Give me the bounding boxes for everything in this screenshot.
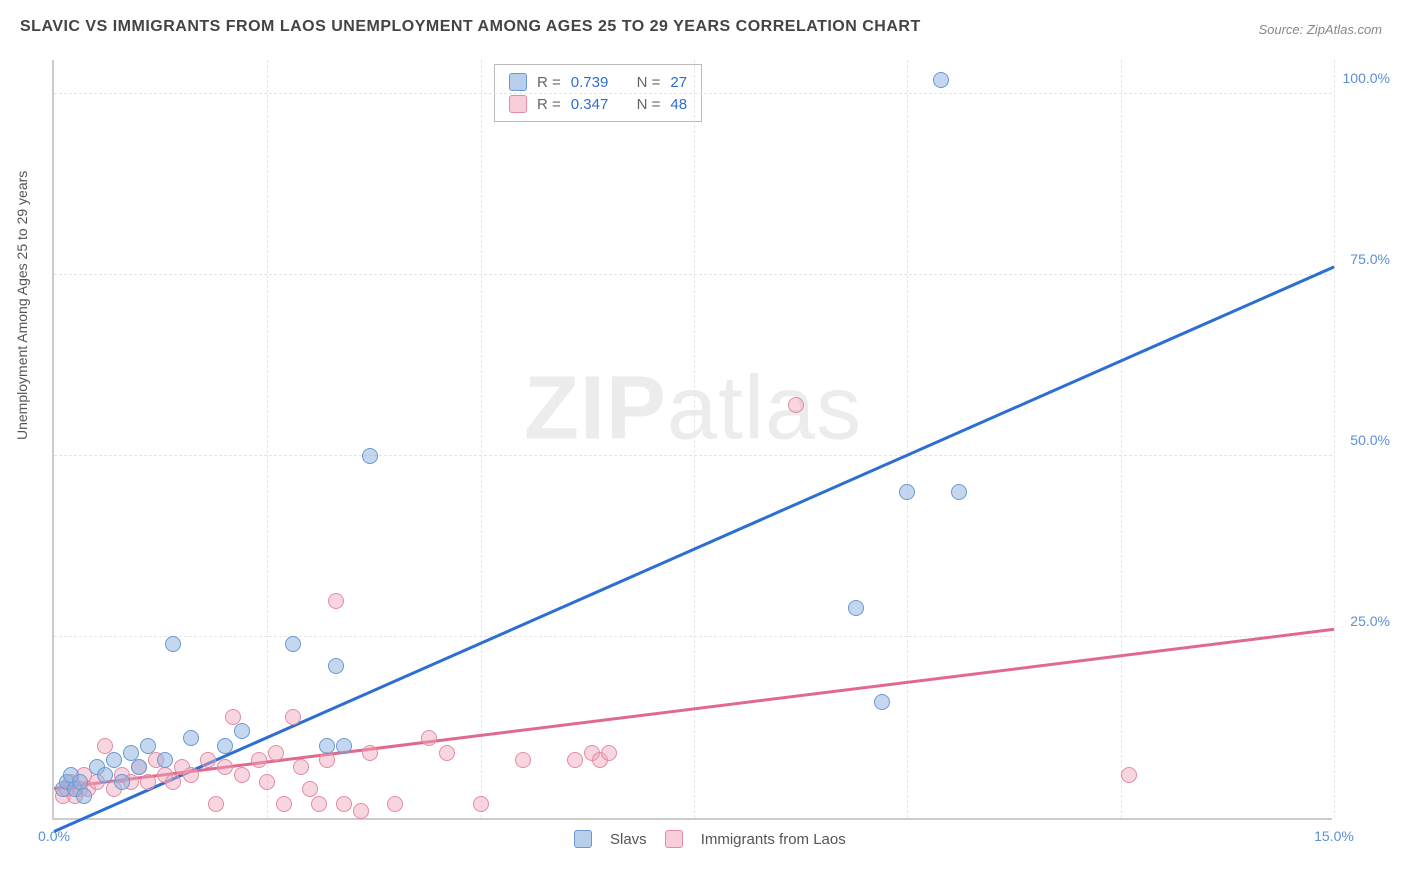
data-point-slavs: [157, 752, 173, 768]
gridline-horizontal: [54, 274, 1332, 275]
data-point-slavs: [131, 759, 147, 775]
data-point-laos: [421, 730, 437, 746]
y-axis-label: Unemployment Among Ages 25 to 29 years: [14, 171, 30, 440]
gridline-horizontal: [54, 455, 1332, 456]
legend-label-slavs: Slavs: [610, 831, 647, 848]
legend-label-laos: Immigrants from Laos: [701, 831, 846, 848]
data-point-laos: [473, 796, 489, 812]
data-point-slavs: [217, 738, 233, 754]
data-point-slavs: [951, 484, 967, 500]
watermark: ZIPatlas: [524, 357, 862, 460]
y-tick-label: 50.0%: [1350, 432, 1390, 448]
data-point-laos: [1121, 767, 1137, 783]
data-point-slavs: [234, 723, 250, 739]
data-point-slavs: [328, 658, 344, 674]
swatch-pink-icon: [509, 95, 527, 113]
gridline-vertical: [1121, 60, 1122, 818]
chart-title: SLAVIC VS IMMIGRANTS FROM LAOS UNEMPLOYM…: [20, 18, 921, 36]
data-point-laos: [328, 593, 344, 609]
data-point-laos: [353, 803, 369, 819]
stats-row-laos: R = 0.347 N = 48: [509, 93, 687, 115]
data-point-laos: [515, 752, 531, 768]
gridline-vertical: [481, 60, 482, 818]
data-point-laos: [319, 752, 335, 768]
data-point-laos: [567, 752, 583, 768]
n-value-slavs: 27: [670, 74, 687, 91]
r-label: R =: [537, 74, 561, 91]
data-point-laos: [788, 397, 804, 413]
data-point-slavs: [848, 600, 864, 616]
n-value-laos: 48: [670, 96, 687, 113]
data-point-slavs: [183, 730, 199, 746]
data-point-slavs: [336, 738, 352, 754]
data-point-laos: [234, 767, 250, 783]
data-point-slavs: [362, 448, 378, 464]
stats-row-slavs: R = 0.739 N = 27: [509, 71, 687, 93]
data-point-laos: [601, 745, 617, 761]
source-attribution: Source: ZipAtlas.com: [1258, 22, 1382, 37]
y-tick-label: 75.0%: [1350, 251, 1390, 267]
swatch-blue-icon: [509, 73, 527, 91]
r-value-laos: 0.347: [571, 96, 609, 113]
gridline-vertical: [1334, 60, 1335, 818]
data-point-laos: [251, 752, 267, 768]
data-point-slavs: [874, 694, 890, 710]
gridline-vertical: [267, 60, 268, 818]
data-point-laos: [183, 767, 199, 783]
gridline-vertical: [907, 60, 908, 818]
data-point-laos: [293, 759, 309, 775]
data-point-slavs: [72, 774, 88, 790]
data-point-laos: [439, 745, 455, 761]
n-label: N =: [637, 96, 661, 113]
data-point-laos: [387, 796, 403, 812]
data-point-laos: [140, 774, 156, 790]
legend-swatch-pink-icon: [665, 830, 683, 848]
data-point-laos: [200, 752, 216, 768]
data-point-slavs: [114, 774, 130, 790]
data-point-slavs: [97, 767, 113, 783]
data-point-laos: [225, 709, 241, 725]
data-point-laos: [285, 709, 301, 725]
data-point-laos: [311, 796, 327, 812]
n-label: N =: [637, 74, 661, 91]
data-point-laos: [259, 774, 275, 790]
bottom-legend: Slavs Immigrants from Laos: [574, 830, 846, 848]
y-tick-label: 25.0%: [1350, 613, 1390, 629]
data-point-slavs: [76, 788, 92, 804]
data-point-laos: [208, 796, 224, 812]
r-label: R =: [537, 96, 561, 113]
gridline-horizontal: [54, 636, 1332, 637]
data-point-slavs: [165, 636, 181, 652]
x-tick-label: 15.0%: [1314, 828, 1354, 844]
data-point-laos: [336, 796, 352, 812]
r-value-slavs: 0.739: [571, 74, 609, 91]
data-point-slavs: [123, 745, 139, 761]
data-point-laos: [268, 745, 284, 761]
data-point-slavs: [933, 72, 949, 88]
data-point-laos: [302, 781, 318, 797]
data-point-slavs: [285, 636, 301, 652]
data-point-laos: [276, 796, 292, 812]
plot-area: ZIPatlas R = 0.739 N = 27 R = 0.347 N = …: [52, 60, 1332, 820]
legend-swatch-blue-icon: [574, 830, 592, 848]
data-point-laos: [362, 745, 378, 761]
data-point-laos: [217, 759, 233, 775]
data-point-slavs: [899, 484, 915, 500]
data-point-laos: [165, 774, 181, 790]
data-point-slavs: [106, 752, 122, 768]
gridline-horizontal: [54, 93, 1332, 94]
data-point-laos: [97, 738, 113, 754]
data-point-slavs: [319, 738, 335, 754]
y-tick-label: 100.0%: [1343, 70, 1390, 86]
gridline-vertical: [694, 60, 695, 818]
data-point-slavs: [140, 738, 156, 754]
